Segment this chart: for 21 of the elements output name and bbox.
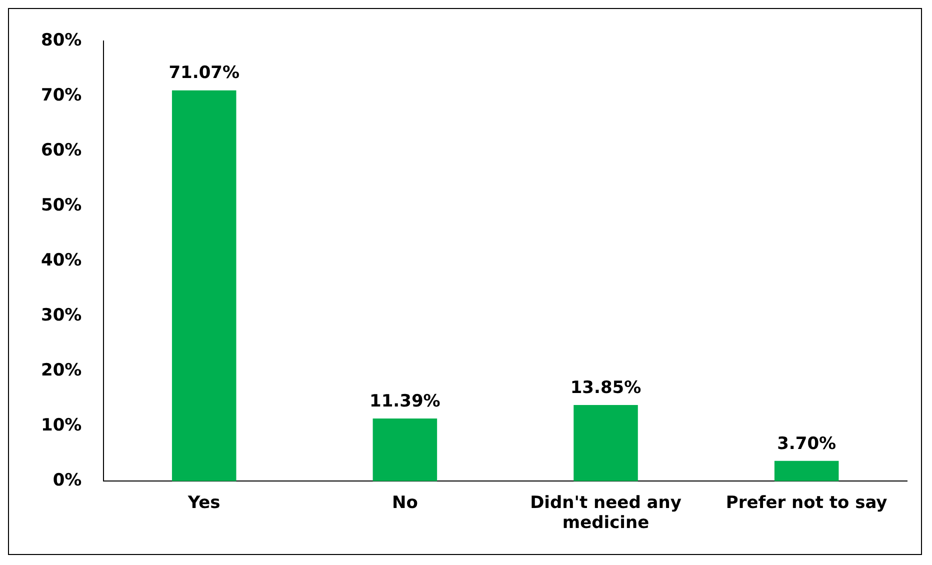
bar (574, 405, 638, 482)
y-tick-label: 40% (40, 250, 82, 271)
y-tick-label: 0% (52, 470, 82, 491)
y-tick-label: 70% (40, 86, 82, 106)
data-label: 11.39% (370, 391, 440, 412)
x-tick-label: Yes (186, 492, 220, 513)
data-label: 3.70% (777, 434, 836, 454)
bar (372, 418, 438, 482)
x-tick-label: Didn't need any medicine (530, 492, 682, 534)
x-tick-label: Prefer not to say (726, 492, 888, 513)
y-tick-label: 20% (40, 360, 82, 381)
bar (172, 90, 236, 482)
data-label: 71.07% (168, 63, 240, 84)
bar (774, 460, 839, 482)
y-tick-label: 80% (40, 30, 82, 51)
y-tick-label: 60% (40, 140, 82, 161)
y-tick-label: 30% (40, 306, 82, 326)
y-tick-label: 50% (40, 196, 82, 216)
x-tick-label: No (392, 492, 418, 513)
data-label: 13.85% (570, 378, 642, 398)
y-tick-label: 10% (40, 416, 82, 436)
